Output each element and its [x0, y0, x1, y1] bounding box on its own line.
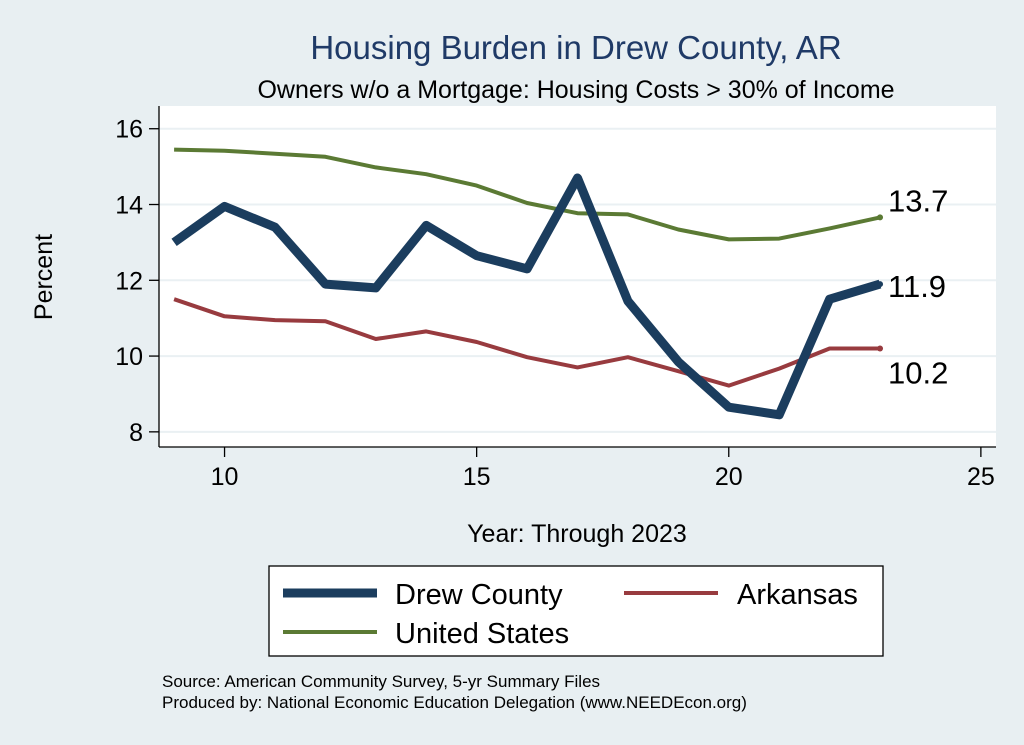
x-tick-label-20: 20 [715, 463, 743, 491]
end-point-arkansas [877, 345, 884, 352]
end-label-arkansas: 10.2 [888, 355, 948, 390]
x-tick-label-10: 10 [211, 463, 239, 491]
y-tick-label-12: 12 [115, 267, 143, 295]
plot-area [159, 106, 996, 447]
y-tick-label-16: 16 [115, 116, 143, 144]
series-line-drew-county [171, 173, 882, 420]
producer-note: Produced by: National Economic Education… [162, 693, 747, 712]
grid-lines [159, 127, 996, 433]
axes [158, 106, 996, 448]
end-point-drew-county [877, 281, 884, 288]
legend-box [268, 565, 884, 657]
y-tick-label-14: 14 [115, 192, 143, 220]
x-tick-label-25: 25 [967, 463, 995, 491]
x-axis-label: Year: Through 2023 [467, 520, 687, 548]
legend-label-united-states: United States [395, 618, 569, 650]
y-tick-label-10: 10 [115, 343, 143, 371]
series-line-arkansas [173, 297, 880, 388]
y-axis-label: Percent [30, 234, 58, 320]
y-axis-ticks: 8 10 12 14 16 [115, 116, 159, 447]
x-tick-label-15: 15 [463, 463, 491, 491]
end-labels: 11.9 10.2 13.7 [888, 183, 948, 390]
legend-label-drew-county: Drew County [395, 579, 563, 611]
source-note: Source: American Community Survey, 5-yr … [162, 672, 600, 691]
legend-label-arkansas: Arkansas [737, 579, 858, 611]
chart-subtitle: Owners w/o a Mortgage: Housing Costs > 3… [257, 76, 894, 104]
end-label-united-states: 13.7 [888, 183, 948, 218]
end-label-drew-county: 11.9 [888, 269, 946, 304]
chart-title: Housing Burden in Drew County, AR [310, 29, 841, 66]
x-axis-ticks: 10 15 20 25 [211, 447, 995, 491]
series-lines [171, 147, 884, 420]
legend: Drew County Arkansas United States [268, 565, 884, 657]
end-point-united-states [877, 214, 884, 221]
y-tick-label-8: 8 [129, 419, 143, 447]
series-line-united-states [174, 147, 881, 242]
